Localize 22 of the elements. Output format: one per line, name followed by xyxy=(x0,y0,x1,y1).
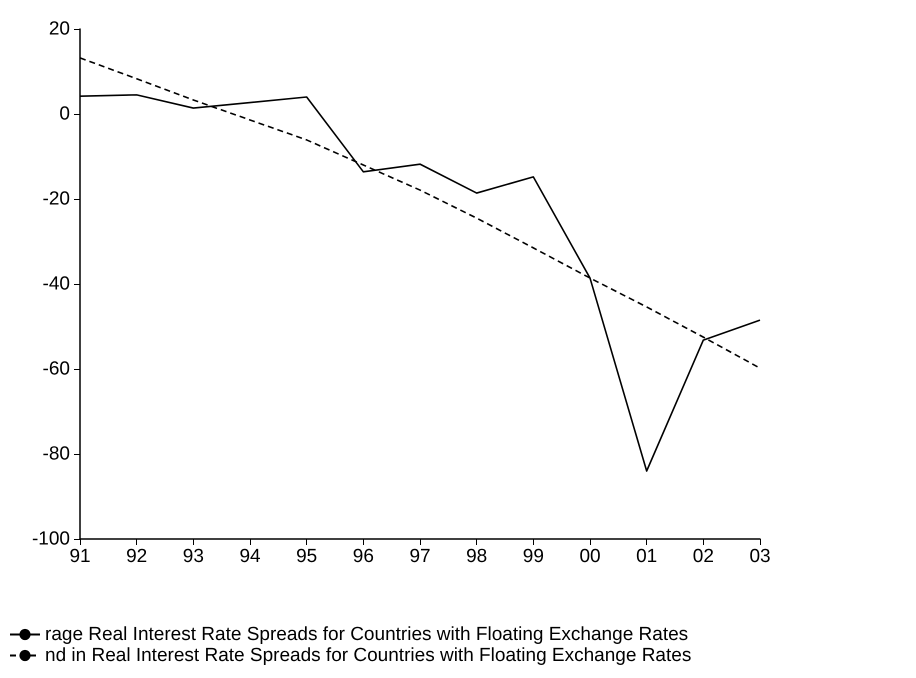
legend-label: rage Real Interest Rate Spreads for Countries with Floating Exchange Rates xyxy=(45,624,688,645)
y-tick-label: -40 xyxy=(42,274,70,294)
x-tick-label: 00 xyxy=(579,546,601,567)
x-tick-label: 01 xyxy=(636,546,658,567)
x-tick-label: 02 xyxy=(692,546,714,567)
x-tick-label: 03 xyxy=(749,546,771,567)
x-tick-label: 93 xyxy=(182,546,204,567)
y-tick-label: 20 xyxy=(48,18,70,40)
x-tick-label: 97 xyxy=(409,546,431,567)
x-tick-label: 92 xyxy=(126,546,148,567)
y-tick-label: 0 xyxy=(59,104,70,124)
y-tick-label: -20 xyxy=(42,188,70,210)
y-tick-label: -100 xyxy=(32,528,70,550)
y-tick-label: -60 xyxy=(42,358,70,380)
x-tick-label: 99 xyxy=(522,546,544,567)
x-tick-label: 94 xyxy=(239,546,261,567)
x-tick-label: 96 xyxy=(352,546,374,567)
x-tick-label: 91 xyxy=(69,546,91,567)
y-tick-label: -80 xyxy=(42,444,70,464)
x-tick-label: 95 xyxy=(296,546,318,567)
x-tick-label: 98 xyxy=(466,546,488,567)
legend-label: nd in Real Interest Rate Spreads for Countries with Floating Exchange Rates xyxy=(45,645,692,666)
